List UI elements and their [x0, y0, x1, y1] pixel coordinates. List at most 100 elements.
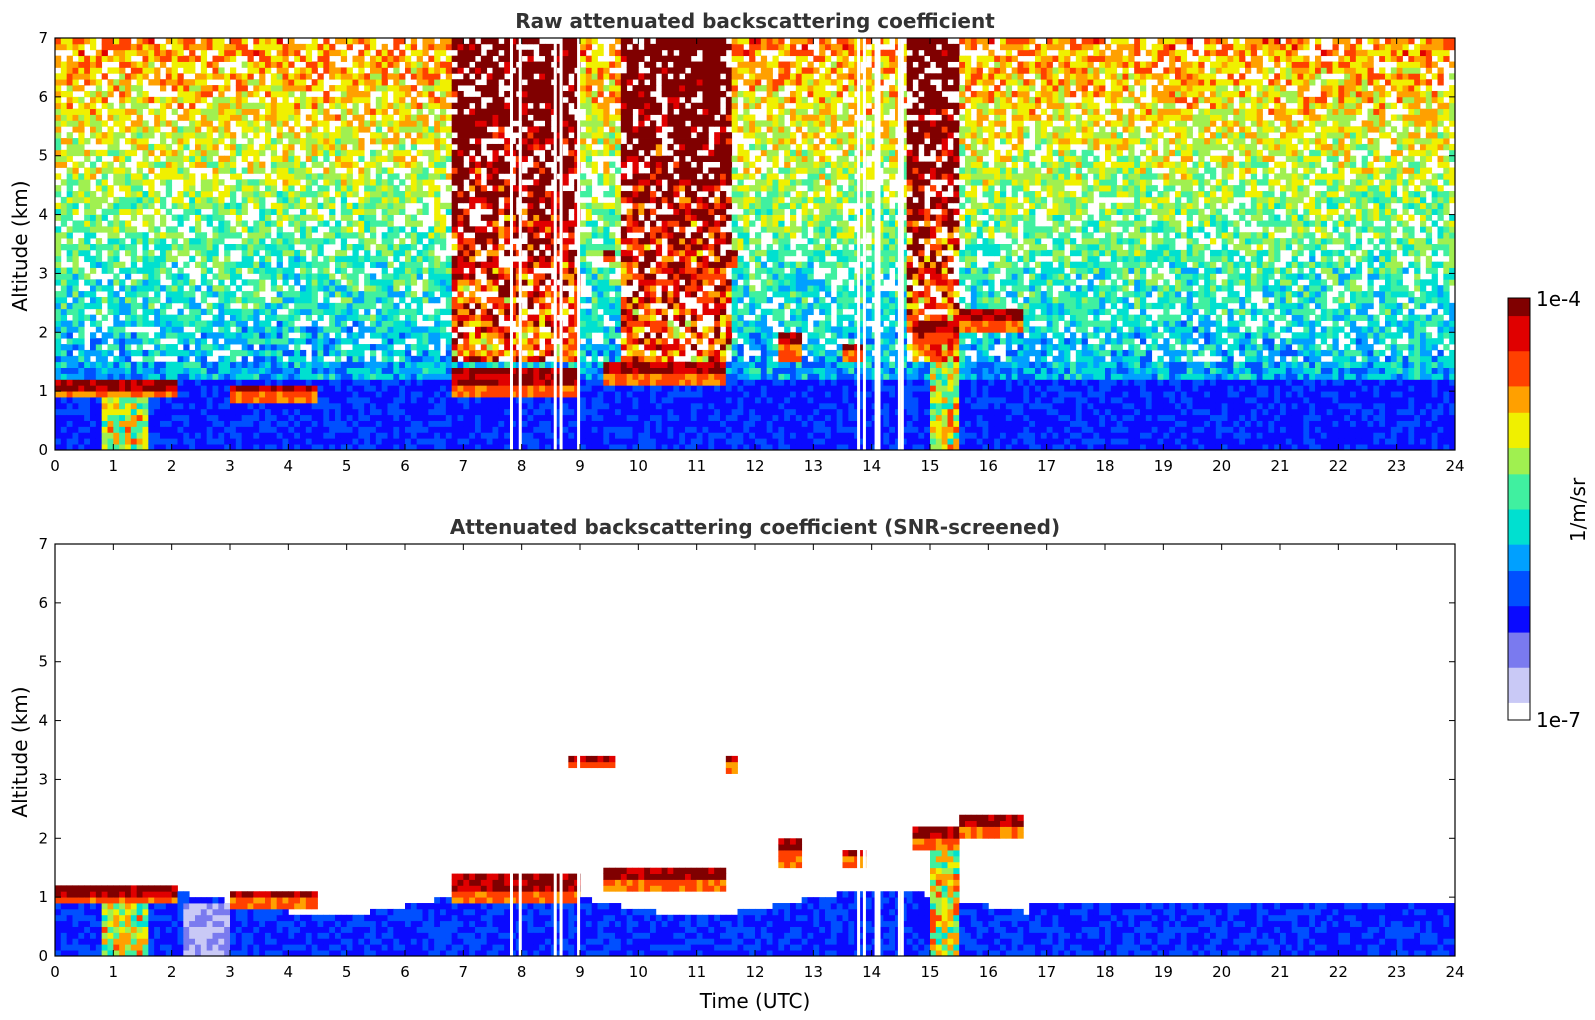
heatmap-cell: [265, 403, 271, 409]
heatmap-cell: [265, 438, 271, 444]
heatmap-cell: [568, 368, 574, 374]
heatmap-cell: [393, 197, 399, 203]
heatmap-cell: [504, 279, 510, 285]
heatmap-cell: [90, 285, 96, 291]
heatmap-cell: [469, 97, 475, 103]
heatmap-cell: [288, 309, 294, 315]
heatmap-cell: [61, 215, 67, 221]
heatmap-cell: [236, 426, 242, 432]
heatmap-cell: [405, 67, 411, 73]
heatmap-cell: [568, 432, 574, 438]
heatmap-cell: [376, 73, 382, 79]
heatmap-cell: [96, 215, 102, 221]
heatmap-cell: [283, 250, 289, 256]
heatmap-cell: [213, 332, 219, 338]
heatmap-cell: [294, 120, 300, 126]
heatmap-cell: [475, 173, 481, 179]
heatmap-cell: [55, 373, 61, 379]
heatmap-cell: [195, 156, 201, 162]
heatmap-cell: [411, 397, 417, 403]
heatmap-cell: [78, 409, 84, 415]
heatmap-cell: [224, 144, 230, 150]
heatmap-cell: [271, 138, 277, 144]
heatmap-cell: [119, 344, 125, 350]
heatmap-cell: [90, 79, 96, 85]
heatmap-cell: [183, 303, 189, 309]
heatmap-cell: [143, 362, 149, 368]
heatmap-cell: [277, 73, 283, 79]
heatmap-cell: [388, 326, 394, 332]
heatmap-cell: [259, 197, 265, 203]
heatmap-cell: [283, 415, 289, 421]
heatmap-cell: [119, 421, 125, 427]
heatmap-cell: [434, 220, 440, 226]
heatmap-cell: [125, 179, 131, 185]
heatmap-cell: [183, 67, 189, 73]
heatmap-cell: [61, 368, 67, 374]
heatmap-cell: [189, 91, 195, 97]
heatmap-cell: [382, 309, 388, 315]
heatmap-cell: [376, 62, 382, 68]
heatmap-cell: [172, 197, 178, 203]
heatmap-cell: [522, 279, 528, 285]
heatmap-cell: [213, 185, 219, 191]
heatmap-cell: [358, 385, 364, 391]
heatmap-cell: [154, 297, 160, 303]
heatmap-cell: [434, 79, 440, 85]
heatmap-cell: [452, 309, 458, 315]
heatmap-cell: [137, 362, 143, 368]
heatmap-cell: [248, 368, 254, 374]
heatmap-cell: [61, 73, 67, 79]
heatmap-cell: [388, 120, 394, 126]
heatmap-cell: [533, 273, 539, 279]
heatmap-cell: [411, 421, 417, 427]
heatmap-cell: [67, 179, 73, 185]
heatmap-cell: [463, 332, 469, 338]
heatmap-cell: [382, 67, 388, 73]
heatmap-cell: [528, 250, 534, 256]
heatmap-cell: [55, 421, 61, 427]
heatmap-cell: [143, 44, 149, 50]
heatmap-cell: [504, 67, 510, 73]
heatmap-cell: [148, 409, 154, 415]
heatmap-cell: [452, 391, 458, 397]
heatmap-cell: [189, 173, 195, 179]
heatmap-cell: [67, 362, 73, 368]
heatmap-cell: [481, 126, 487, 132]
heatmap-cell: [277, 368, 283, 374]
heatmap-cell: [376, 126, 382, 132]
heatmap-cell: [487, 421, 493, 427]
heatmap-cell: [382, 244, 388, 250]
heatmap-cell: [253, 79, 259, 85]
heatmap-cell: [143, 144, 149, 150]
heatmap-cell: [370, 385, 376, 391]
heatmap-cell: [300, 297, 306, 303]
heatmap-cell: [481, 426, 487, 432]
heatmap-cell: [568, 344, 574, 350]
heatmap-cell: [504, 185, 510, 191]
heatmap-cell: [376, 197, 382, 203]
heatmap-cell: [452, 162, 458, 168]
heatmap-cell: [131, 385, 137, 391]
heatmap-cell: [388, 73, 394, 79]
heatmap-cell: [563, 297, 569, 303]
heatmap-cell: [67, 79, 73, 85]
heatmap-cell: [218, 332, 224, 338]
heatmap-cell: [452, 385, 458, 391]
heatmap-cell: [265, 426, 271, 432]
heatmap-cell: [143, 391, 149, 397]
heatmap-cell: [539, 297, 545, 303]
heatmap-cell: [458, 44, 464, 50]
heatmap-cell: [545, 103, 551, 109]
heatmap-cell: [493, 397, 499, 403]
heatmap-cell: [148, 297, 154, 303]
heatmap-cell: [224, 309, 230, 315]
heatmap-cell: [166, 409, 172, 415]
heatmap-cell: [382, 109, 388, 115]
heatmap-cell: [189, 285, 195, 291]
heatmap-cell: [224, 120, 230, 126]
heatmap-cell: [119, 162, 125, 168]
heatmap-cell: [131, 350, 137, 356]
heatmap-cell: [545, 350, 551, 356]
heatmap-cell: [393, 385, 399, 391]
